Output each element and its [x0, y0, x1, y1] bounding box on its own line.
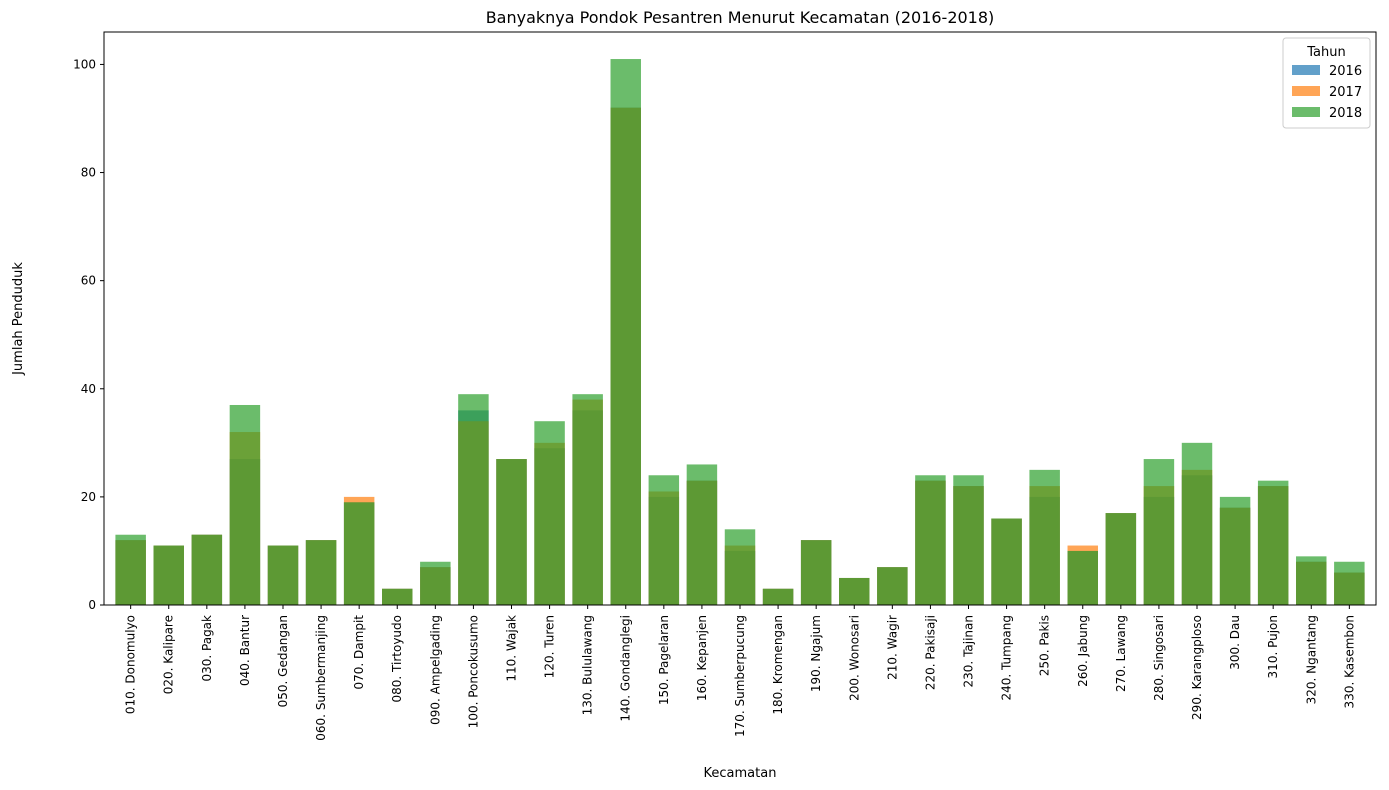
x-tick-label: 040. Bantur [238, 615, 252, 686]
x-tick-label: 050. Gedangan [276, 615, 290, 707]
x-tick-label: 330. Kasembon [1342, 615, 1356, 708]
x-tick-label: 310. Pujon [1266, 615, 1280, 678]
bar-2018-20 [839, 577, 870, 605]
bar-2018-8 [382, 588, 413, 605]
x-tick-label: 010. Donomulyo [124, 615, 138, 714]
bar-2018-27 [1105, 513, 1137, 605]
x-tick-label: 190. Ngajum [809, 615, 823, 692]
x-tick-label: 070. Dampit [352, 615, 366, 690]
y-tick-label: 80 [81, 166, 96, 180]
bar-2018-6 [305, 540, 337, 605]
bar-2018-16 [686, 464, 718, 605]
bar-2018-11 [496, 459, 527, 605]
bar-2018-1 [115, 534, 146, 605]
legend-label-2017: 2017 [1329, 85, 1362, 100]
bar-2018-26 [1067, 550, 1098, 605]
x-tick-label: 320. Ngantang [1304, 615, 1318, 704]
x-tick-label: 210. Wagir [885, 615, 899, 680]
bar-2018-9 [420, 561, 451, 605]
bar-2018-19 [800, 540, 832, 605]
legend: Tahun 2016 2017 2018 [1282, 37, 1371, 129]
bars-group [115, 59, 1365, 605]
legend-title: Tahun [1306, 45, 1345, 60]
y-tick-label: 0 [88, 598, 96, 612]
y-tick-label: 100 [73, 57, 96, 71]
y-axis-label: Jumlah Penduduk [11, 262, 26, 376]
bar-2018-5 [267, 545, 299, 605]
x-tick-label: 180. Kromengan [771, 615, 785, 715]
x-tick-label: 170. Sumberpucung [733, 615, 747, 737]
bar-2018-4 [229, 404, 261, 605]
bar-2018-30 [1219, 496, 1251, 605]
chart-title: Banyaknya Pondok Pesantren Menurut Kecam… [486, 8, 995, 27]
legend-swatch-2017 [1292, 86, 1320, 96]
x-tick-label: 230. Tajinan [962, 615, 976, 687]
bar-2018-31 [1257, 480, 1289, 605]
bar-2018-28 [1143, 459, 1175, 605]
legend-box [1282, 37, 1371, 129]
x-tick-label: 060. Sumbermanjing [314, 615, 328, 741]
x-axis: 010. Donomulyo 020. Kalipare 030. Pagak 040… [124, 605, 1356, 741]
x-tick-label: 130. Bululawang [581, 615, 595, 715]
x-tick-label: 120. Turen [543, 615, 557, 678]
x-tick-label: 250. Pakis [1038, 615, 1052, 676]
legend-label-2016: 2016 [1329, 64, 1362, 79]
bar-2018-21 [877, 567, 908, 605]
bar-2018-3 [191, 534, 223, 605]
x-tick-label: 090. Ampelgading [428, 615, 442, 725]
x-tick-label: 220. Pakisaji [923, 615, 937, 690]
bar-2018-29 [1181, 442, 1213, 605]
y-tick-label: 20 [81, 490, 96, 504]
x-tick-label: 240. Tumpang [1000, 615, 1014, 701]
legend-swatch-2018 [1292, 107, 1320, 117]
y-tick-label: 40 [81, 382, 96, 396]
legend-swatch-2016 [1292, 65, 1320, 75]
bar-2018-25 [1029, 469, 1060, 605]
y-axis: 0 20 40 60 80 100 [73, 57, 104, 612]
x-tick-label: 260. Jabung [1076, 615, 1090, 687]
y-tick-label: 60 [81, 274, 96, 288]
x-tick-label: 270. Lawang [1114, 615, 1128, 692]
bar-2018-32 [1296, 556, 1327, 605]
x-tick-label: 030. Pagak [200, 615, 214, 682]
legend-label-2018: 2018 [1329, 106, 1362, 121]
x-tick-label: 020. Kalipare [162, 615, 176, 694]
x-tick-label: 110. Wajak [504, 615, 518, 682]
bar-2018-10 [458, 394, 489, 605]
x-tick-label: 160. Kepanjen [695, 615, 709, 701]
bar-2018-17 [724, 529, 756, 605]
bar-2018-14 [610, 59, 641, 605]
x-tick-label: 150. Pagelaran [657, 615, 671, 705]
bar-2018-2 [153, 545, 184, 605]
x-tick-label: 100. Poncokusumo [466, 615, 480, 728]
bar-2018-23 [953, 475, 984, 605]
bar-2018-24 [991, 518, 1022, 605]
bar-2018-13 [572, 394, 603, 605]
x-tick-label: 200. Wonosari [847, 615, 861, 701]
bar-2018-18 [762, 588, 794, 605]
x-tick-label: 280. Singosari [1152, 615, 1166, 701]
x-tick-label: 300. Dau [1228, 615, 1242, 670]
bar-2018-15 [648, 475, 680, 605]
bar-2018-12 [534, 421, 565, 605]
x-tick-label: 290. Karangploso [1190, 615, 1204, 720]
x-tick-label: 140. Gondanglegi [619, 615, 633, 722]
x-tick-label: 080. Tirtoyudo [390, 615, 404, 702]
x-axis-label: Kecamatan [704, 766, 777, 781]
bar-2018-22 [915, 475, 946, 605]
bar-2018-7 [343, 502, 375, 605]
bar-2018-33 [1334, 561, 1365, 605]
